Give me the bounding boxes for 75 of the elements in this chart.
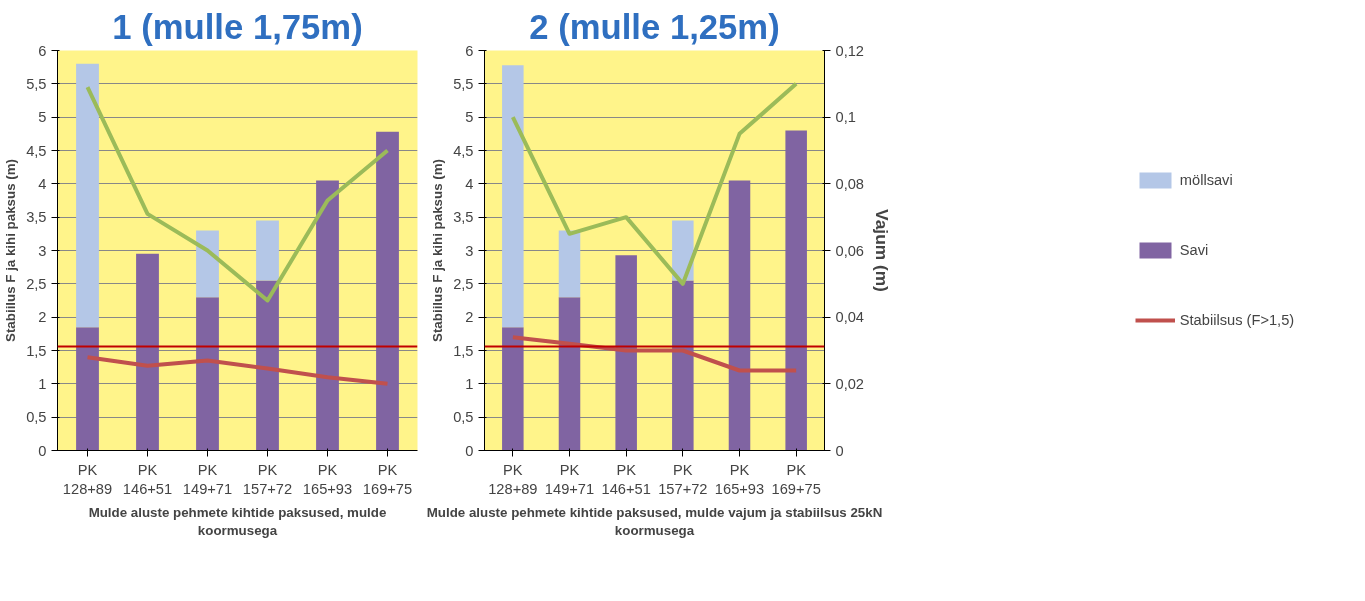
y2-tick-label: 0,02 — [835, 375, 865, 392]
bar — [672, 280, 694, 451]
bar — [316, 180, 339, 451]
x-tick-label: PK 128+89 — [62, 461, 113, 497]
chart-title: 1 (mulle 1,75m) — [112, 7, 363, 46]
y2-tick-label: 0,1 — [835, 109, 856, 126]
x-tick-label: PK 169+75 — [362, 461, 413, 497]
y-tick-label: 5 — [465, 109, 474, 126]
y-tick-label: 6 — [38, 42, 47, 59]
y2-tick-label: 0,04 — [835, 309, 865, 326]
y2-tick-label: 0,06 — [835, 242, 865, 259]
bar — [256, 220, 279, 281]
y-tick-label: 2 — [465, 309, 474, 326]
line-series — [510, 335, 799, 373]
y-tick-label: 4,5 — [453, 142, 474, 159]
x-tick-label: PK 157+72 — [242, 461, 293, 497]
y-tick-label: 5,5 — [453, 75, 474, 92]
y-tick-label: 5,5 — [26, 75, 47, 92]
bar — [376, 131, 399, 451]
y-tick-label: 4 — [38, 175, 47, 192]
bar — [256, 280, 279, 451]
x-tick-label: PK 149+71 — [544, 461, 595, 497]
y-tick-label: 3,5 — [26, 209, 47, 226]
x-tick-label: PK 165+93 — [302, 461, 353, 497]
y-tick-label: 0,5 — [26, 409, 47, 426]
x-tick-label: PK 165+93 — [714, 461, 765, 497]
y-tick-label: 2 — [38, 309, 47, 326]
chart-title: 2 (mulle 1,25m) — [529, 7, 780, 46]
y-tick-label: 1 — [38, 375, 47, 392]
y-tick-label: 4 — [465, 175, 474, 192]
y2-tick-label: 0,08 — [835, 175, 865, 192]
y-tick-label: 2,5 — [453, 275, 474, 292]
bar — [558, 297, 581, 451]
bar — [558, 230, 581, 298]
bar — [785, 130, 807, 451]
x-tick-label: PK 157+72 — [658, 461, 708, 497]
y-tick-label: 4,5 — [26, 142, 47, 159]
bar — [615, 255, 637, 451]
legend-label: Savi — [1179, 242, 1209, 258]
y-tick-label: 5 — [38, 109, 47, 126]
y-tick-label: 0 — [38, 442, 47, 459]
y2-tick-label: 0,12 — [835, 42, 865, 59]
x-axis-title: Mulde aluste pehmete kihtide paksused, mulde koormusega — [88, 504, 387, 538]
bar — [76, 63, 99, 328]
y-axis-title: Stabiilus F ja kihi paksus (m) — [430, 159, 446, 342]
bar — [136, 253, 159, 451]
x-axis-title: Mulde aluste pehmete kihtide paksused, mulde vajum ja stabiilsus 25kN koormusega — [426, 504, 883, 538]
y2-axis-title: Vajum (m) — [872, 209, 893, 292]
legend-label: Stabiilsus (F>1,5) — [1179, 312, 1295, 328]
line-series — [85, 355, 390, 386]
y-tick-label: 3 — [465, 242, 474, 259]
x-tick-label: PK 146+51 — [122, 461, 173, 497]
y-tick-label: 1 — [465, 375, 474, 392]
bar — [502, 65, 524, 328]
y-axis-title: Stabiilus F ja kihi paksus (m) — [3, 159, 19, 342]
y-tick-label: 3,5 — [453, 209, 474, 226]
x-tick-label: PK 149+71 — [182, 461, 233, 497]
y-tick-label: 6 — [465, 42, 474, 59]
y-tick-label: 0 — [465, 442, 474, 459]
bar — [196, 297, 219, 451]
bar — [728, 180, 751, 451]
bar — [502, 327, 524, 451]
x-tick-label: PK 146+51 — [601, 461, 651, 497]
y2-tick-label: 0 — [835, 442, 844, 459]
x-tick-label: PK 169+75 — [771, 461, 821, 497]
y-tick-label: 3 — [38, 242, 47, 259]
y-tick-label: 1,5 — [26, 342, 47, 359]
bar — [76, 327, 99, 451]
bar — [196, 230, 219, 298]
legend-label: möllsavi — [1179, 172, 1233, 188]
x-tick-label: PK 128+89 — [488, 461, 538, 497]
y-tick-label: 2,5 — [26, 275, 47, 292]
y-tick-label: 1,5 — [453, 342, 474, 359]
line-series — [510, 81, 799, 286]
y-tick-label: 0,5 — [453, 409, 474, 426]
